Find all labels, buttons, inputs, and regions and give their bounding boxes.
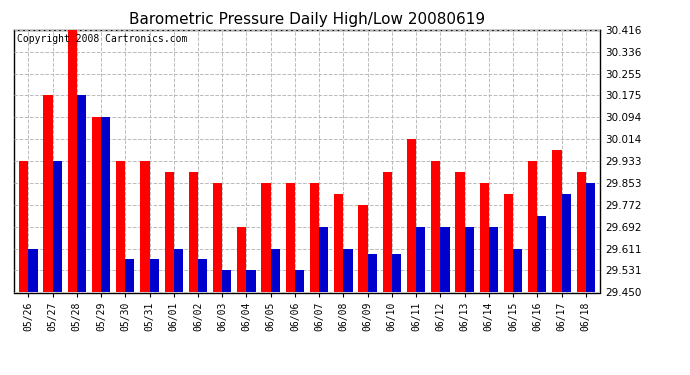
Title: Barometric Pressure Daily High/Low 20080619: Barometric Pressure Daily High/Low 20080… — [129, 12, 485, 27]
Bar — [504, 194, 513, 292]
Bar — [68, 30, 77, 292]
Bar — [92, 117, 101, 292]
Bar — [368, 254, 377, 292]
Bar — [310, 183, 319, 292]
Bar — [198, 260, 207, 292]
Bar — [222, 270, 231, 292]
Bar — [140, 161, 150, 292]
Bar — [334, 194, 344, 292]
Bar — [383, 172, 392, 292]
Bar — [358, 205, 368, 292]
Bar — [77, 96, 86, 292]
Bar — [286, 183, 295, 292]
Bar — [319, 227, 328, 292]
Bar — [489, 227, 498, 292]
Bar — [164, 172, 174, 292]
Bar — [416, 227, 425, 292]
Bar — [174, 249, 183, 292]
Bar — [28, 249, 37, 292]
Bar — [480, 183, 489, 292]
Bar — [440, 227, 450, 292]
Bar — [19, 161, 28, 292]
Bar — [270, 249, 280, 292]
Bar — [552, 150, 562, 292]
Bar — [101, 117, 110, 292]
Bar — [455, 172, 464, 292]
Bar — [246, 270, 256, 292]
Bar — [464, 227, 474, 292]
Bar — [431, 161, 440, 292]
Bar — [52, 161, 62, 292]
Bar — [43, 96, 52, 292]
Bar — [262, 183, 270, 292]
Bar — [295, 270, 304, 292]
Text: Copyright 2008 Cartronics.com: Copyright 2008 Cartronics.com — [17, 34, 187, 44]
Bar — [577, 172, 586, 292]
Bar — [513, 249, 522, 292]
Bar — [150, 260, 159, 292]
Bar — [407, 139, 416, 292]
Bar — [213, 183, 222, 292]
Bar — [392, 254, 401, 292]
Bar — [126, 260, 135, 292]
Bar — [538, 216, 546, 292]
Bar — [528, 161, 538, 292]
Bar — [237, 227, 246, 292]
Bar — [344, 249, 353, 292]
Bar — [116, 161, 126, 292]
Bar — [562, 194, 571, 292]
Bar — [586, 183, 595, 292]
Bar — [189, 172, 198, 292]
